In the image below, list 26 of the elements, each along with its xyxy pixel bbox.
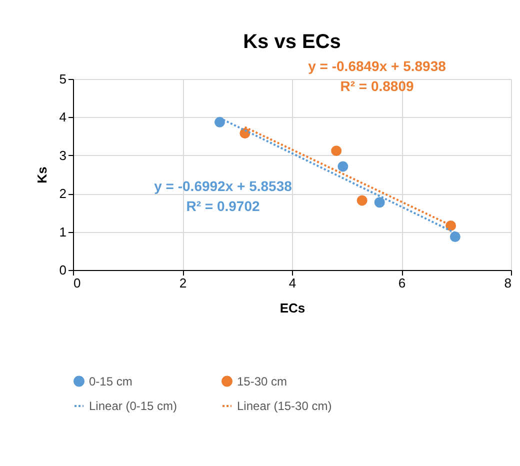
annotation: y = -0.6849x + 5.8938 R² = 0.8809 [308, 58, 446, 94]
x-tick-label: 4 [288, 276, 296, 290]
x-tick-label: 6 [398, 276, 406, 290]
point [356, 195, 368, 206]
y-tick-label: 4 [59, 110, 66, 125]
y-tick-label: 2 [59, 186, 66, 202]
point [450, 232, 460, 242]
point [374, 197, 385, 208]
point [214, 116, 225, 128]
point [331, 146, 342, 156]
legend-label: Linear (15-30 cm) [237, 399, 332, 413]
y-axis-title: Ks [34, 166, 50, 184]
x-axis-title: ECs [280, 300, 306, 316]
y-tick-label: 3 [59, 148, 66, 163]
chart-title: Ks vs ECs [243, 31, 341, 53]
legend-label: Linear (0-15 cm) [89, 399, 178, 413]
annotation: y = -0.6992x + 5.8538 R² = 0.9702 [154, 178, 292, 214]
x-tick-label: 0 [74, 276, 81, 290]
x-tick-label: 8 [504, 276, 512, 290]
y-tick-label: 5 [59, 72, 66, 86]
legend-label: 0-15 cm [89, 374, 132, 388]
y-tick-label: 0 [59, 262, 66, 278]
x-tick-label: 2 [179, 276, 187, 290]
legend-label: 15-30 cm [237, 374, 288, 388]
point [338, 161, 348, 172]
y-tick-label: 1 [59, 224, 66, 240]
